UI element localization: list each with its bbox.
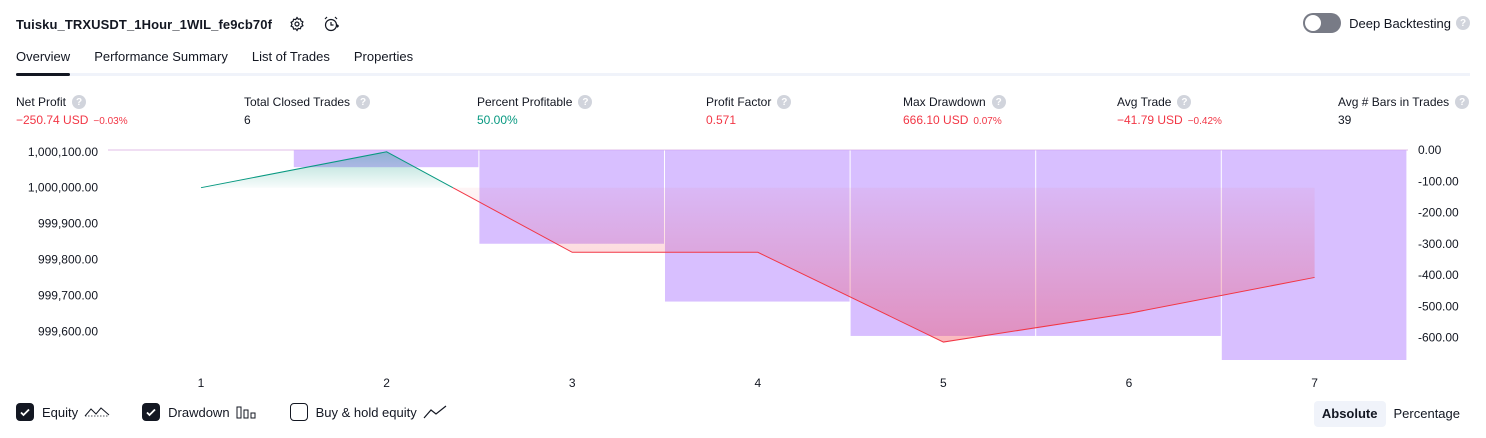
metric-avg-bars: Avg # Bars in Trades? 39 xyxy=(1338,94,1470,127)
info-icon[interactable]: ? xyxy=(1177,95,1192,109)
legend-equity-label: Equity xyxy=(42,404,79,420)
legend-equity[interactable]: Equity xyxy=(16,403,110,421)
drawdown-checkbox[interactable] xyxy=(142,403,161,421)
metric-label: Profit Factor xyxy=(706,95,772,109)
right-axis-tick: -300.00 xyxy=(1418,237,1459,251)
mode-absolute-button[interactable]: Absolute xyxy=(1313,401,1386,427)
drawdown-bars-icon xyxy=(236,405,258,419)
metric-value: −41.79 USD xyxy=(1117,113,1183,127)
left-axis-tick: 999,800.00 xyxy=(38,252,98,266)
metric-label: Max Drawdown xyxy=(903,95,986,109)
left-axis-tick: 999,700.00 xyxy=(38,288,98,302)
legend-buyhold-label: Buy & hold equity xyxy=(315,404,417,420)
info-icon[interactable]: ? xyxy=(991,95,1006,109)
info-icon[interactable]: ? xyxy=(578,95,593,109)
scale-mode-switch: Absolute Percentage xyxy=(1313,401,1468,427)
buyhold-line-icon xyxy=(423,405,447,419)
equity-checkbox[interactable] xyxy=(16,403,34,421)
metrics-row: Net Profit? −250.74 USD −0.03% Total Clos… xyxy=(0,94,1486,134)
deep-backtesting-label: Deep Backtesting xyxy=(1349,15,1451,31)
strategy-title: Tuisku_TRXUSDT_1Hour_1WIL_fe9cb70f xyxy=(16,16,272,32)
report-tabs: Overview Performance Summary List of Tra… xyxy=(16,46,1470,76)
deep-backtesting: Deep Backtesting ? xyxy=(1303,13,1470,33)
left-axis-tick: 1,000,100.00 xyxy=(28,145,98,159)
metric-percent: −0.03% xyxy=(93,116,128,127)
legend-drawdown-label: Drawdown xyxy=(168,404,230,420)
metric-label: Percent Profitable xyxy=(477,95,573,109)
metric-label: Total Closed Trades xyxy=(244,95,351,109)
metric-value: −250.74 USD xyxy=(16,113,89,127)
metric-profit-factor: Profit Factor? 0.571 xyxy=(706,94,792,127)
mode-percentage-button[interactable]: Percentage xyxy=(1393,406,1461,421)
metric-percent: 0.07% xyxy=(973,116,1002,127)
equity-loss-area xyxy=(452,187,1315,343)
tab-performance-summary[interactable]: Performance Summary xyxy=(94,49,228,64)
tab-overview[interactable]: Overview xyxy=(16,46,71,76)
left-axis-tick: 1,000,000.00 xyxy=(28,181,98,195)
right-axis-tick: 0.00 xyxy=(1418,143,1442,157)
metric-value: 0.571 xyxy=(706,113,737,127)
alarm-clock-icon[interactable] xyxy=(322,15,340,33)
x-axis-tick: 5 xyxy=(940,376,947,390)
metric-label: Net Profit xyxy=(16,95,67,109)
info-icon[interactable]: ? xyxy=(777,95,792,109)
metric-max-drawdown: Max Drawdown? 666.10 USD 0.07% xyxy=(903,94,1006,127)
metric-label: Avg # Bars in Trades xyxy=(1338,95,1450,109)
metric-label: Avg Trade xyxy=(1117,95,1172,109)
deep-backtesting-toggle[interactable] xyxy=(1303,13,1342,33)
info-icon[interactable]: ? xyxy=(72,95,87,109)
equity-drawdown-chart[interactable]: 1,000,100.00 1,000,000.00 999,900.00 999,80… xyxy=(0,140,1486,395)
metric-avg-trade: Avg Trade? −41.79 USD −0.42% xyxy=(1117,94,1222,127)
metric-total-closed-trades: Total Closed Trades? 6 xyxy=(244,94,371,127)
help-icon[interactable]: ? xyxy=(1456,16,1470,30)
legend-buy-hold[interactable]: Buy & hold equity xyxy=(289,403,447,421)
equity-profit-area xyxy=(201,151,453,188)
right-axis-tick: -200.00 xyxy=(1418,206,1459,220)
x-axis-tick: 2 xyxy=(383,376,390,390)
metric-percent-profitable: Percent Profitable? 50.00% xyxy=(477,94,593,127)
metric-value: 39 xyxy=(1338,113,1352,127)
tab-properties[interactable]: Properties xyxy=(353,49,414,64)
metric-value: 50.00% xyxy=(477,113,518,127)
equity-line-loss xyxy=(452,187,1315,343)
metric-value: 6 xyxy=(244,113,251,127)
legend-drawdown[interactable]: Drawdown xyxy=(142,403,257,421)
info-icon[interactable]: ? xyxy=(1455,95,1470,109)
metric-value: 666.10 USD xyxy=(903,113,969,127)
chart-legend: Equity Drawdown Buy & hold equity xyxy=(16,403,479,421)
right-axis-tick: -400.00 xyxy=(1418,268,1459,282)
x-axis-tick: 3 xyxy=(569,376,576,390)
equity-line-profit xyxy=(200,151,454,189)
x-axis-tick: 4 xyxy=(754,376,761,390)
right-axis-tick: -600.00 xyxy=(1418,331,1459,345)
left-axis-tick: 999,600.00 xyxy=(38,324,98,338)
left-axis-tick: 999,900.00 xyxy=(38,217,98,231)
metric-net-profit: Net Profit? −250.74 USD −0.03% xyxy=(16,94,128,127)
strategy-header: Tuisku_TRXUSDT_1Hour_1WIL_fe9cb70f xyxy=(16,12,340,36)
settings-gear-icon[interactable] xyxy=(288,15,306,33)
x-axis-tick: 1 xyxy=(198,376,205,390)
buyhold-checkbox[interactable] xyxy=(289,403,308,421)
x-axis-tick: 6 xyxy=(1126,376,1133,390)
tab-list-of-trades[interactable]: List of Trades xyxy=(251,49,330,64)
x-axis-tick: 7 xyxy=(1311,376,1318,390)
right-axis-tick: -500.00 xyxy=(1418,299,1459,313)
right-axis-tick: -100.00 xyxy=(1418,174,1459,188)
metric-percent: −0.42% xyxy=(1187,116,1222,127)
equity-line-icon xyxy=(84,405,110,419)
info-icon[interactable]: ? xyxy=(356,95,371,109)
